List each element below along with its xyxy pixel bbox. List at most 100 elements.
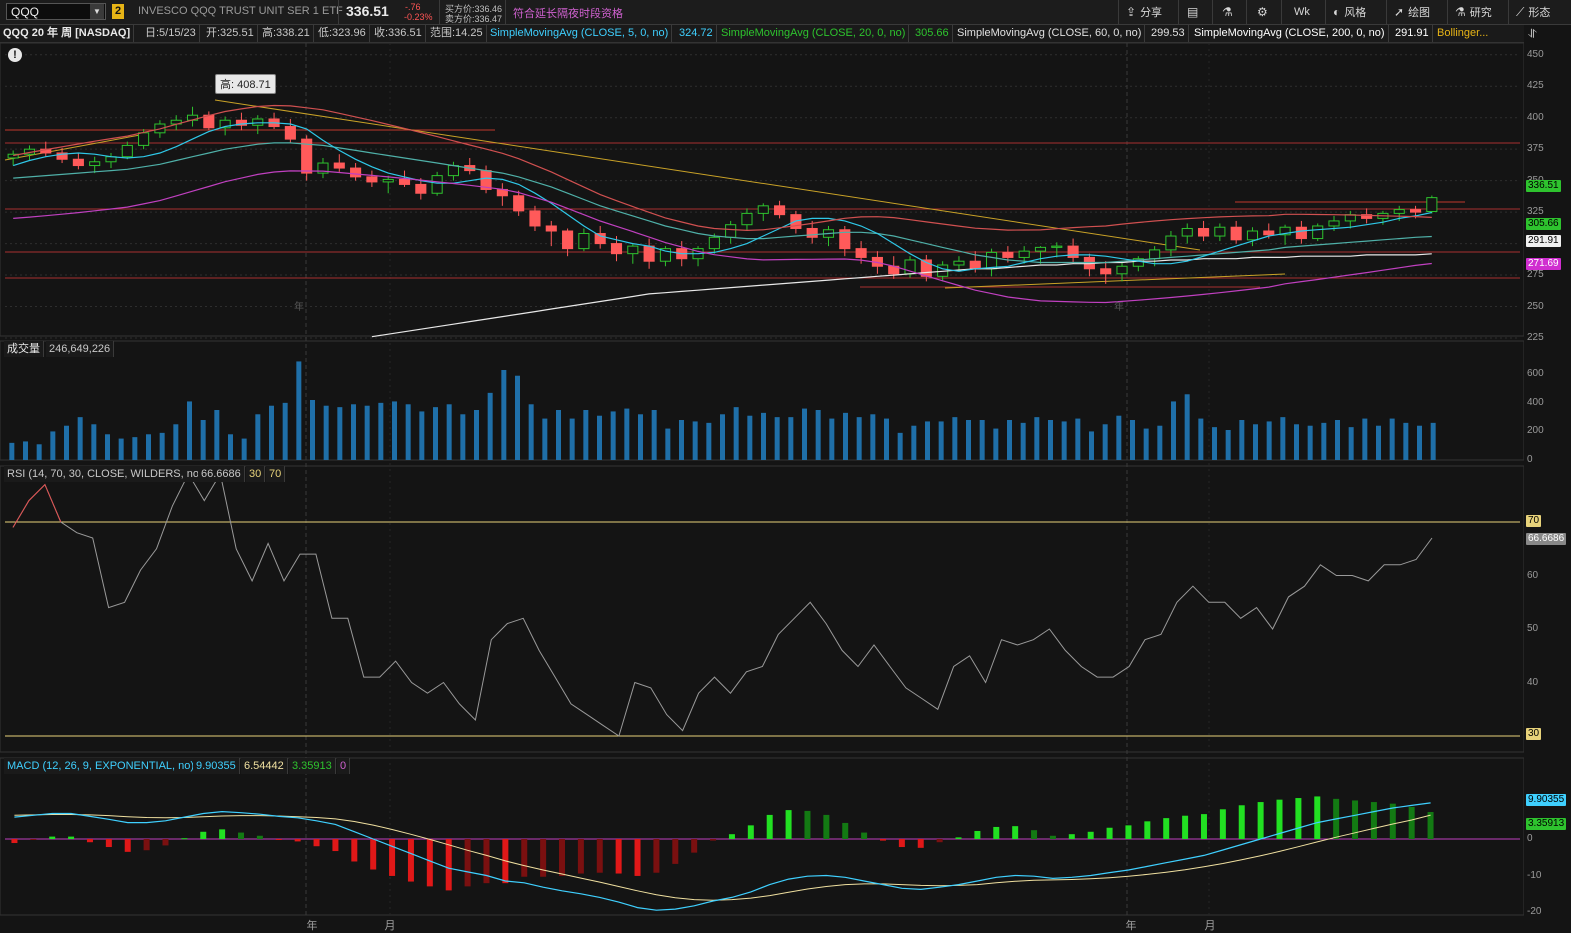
candle-body	[1361, 214, 1373, 219]
study-bollinger[interactable]: Bollinger...	[1437, 27, 1489, 39]
macd-histogram-bar	[351, 839, 358, 862]
macd-value-tag: 9.90355	[1526, 794, 1567, 806]
drawings-button[interactable]: ➚ 绘图	[1394, 3, 1430, 21]
link-group-badge[interactable]: 2	[112, 4, 124, 19]
macd-histogram-bar	[596, 839, 603, 873]
volume-bar	[1335, 420, 1340, 460]
year-marker-label: 年	[294, 300, 304, 313]
candle-body	[725, 224, 737, 238]
macd-histogram-bar	[181, 838, 188, 840]
candle-body	[610, 243, 623, 255]
price-tick-label: 225	[1527, 332, 1544, 343]
rsi-oversold: 30	[246, 466, 266, 482]
volume-bar	[528, 404, 534, 460]
candle-body	[562, 230, 574, 250]
share-button[interactable]: ⇪ 分享	[1126, 3, 1162, 21]
macd-histogram-bar	[785, 810, 792, 839]
patterns-button[interactable]: ⟋ 形态	[1516, 3, 1550, 21]
macd-tick-label: 0	[1527, 833, 1533, 844]
candle-body	[578, 233, 590, 250]
volume-bar	[665, 428, 671, 460]
volume-bar	[788, 417, 794, 460]
macd-histogram-bar	[275, 839, 282, 840]
settings-button[interactable]: ⚙	[1257, 3, 1272, 21]
candle-body	[1426, 197, 1438, 212]
study-sma5[interactable]: SimpleMovingAvg (CLOSE, 5, 0, no)	[487, 25, 673, 42]
volume-label: 成交量	[4, 341, 44, 357]
studies-button[interactable]: ⚗ 研究	[1455, 3, 1492, 21]
alert-icon[interactable]: !	[8, 48, 22, 62]
volume-bar	[187, 401, 192, 460]
macd-histogram-bar	[710, 839, 717, 841]
candle-body	[1002, 251, 1014, 258]
volume-tick-label: 600	[1527, 368, 1544, 380]
year-marker-label: 年	[1114, 300, 1124, 313]
rsi-label[interactable]: RSI (14, 70, 30, CLOSE, WILDERS, no)	[4, 466, 207, 482]
macd-histogram-bar	[238, 832, 245, 839]
macd-pane	[5, 796, 1520, 911]
rsi-tick-label: 40	[1527, 676, 1539, 688]
study-sma20[interactable]: SimpleMovingAvg (CLOSE, 20, 0, no)	[718, 25, 910, 42]
volume-bar	[1294, 424, 1299, 460]
collapse-icon[interactable]: ⥯	[1528, 27, 1537, 41]
candle-body	[855, 248, 867, 258]
macd-histogram-bar	[86, 839, 93, 843]
macd-histogram-bar	[898, 839, 905, 848]
macd-histogram-bar	[1106, 827, 1113, 839]
volume-bar	[870, 414, 876, 460]
candle-body	[72, 158, 84, 167]
volume-bar	[433, 407, 438, 460]
candle-body	[398, 178, 411, 185]
volume-bar	[446, 404, 452, 460]
candle-body	[1018, 250, 1030, 258]
price-axis[interactable]: ⥯	[1524, 25, 1571, 933]
candle-body	[594, 233, 606, 245]
candle-body	[529, 210, 541, 227]
candle-body	[7, 153, 19, 159]
volume-bar	[706, 422, 712, 460]
time-axis-label: 月	[1205, 920, 1216, 932]
style-button[interactable]: ◐ 风格	[1333, 3, 1366, 21]
candle-body	[1246, 230, 1259, 241]
symbol-dropdown-icon[interactable]: ▼	[90, 4, 104, 19]
volume-bar	[23, 441, 28, 460]
volume-bar	[200, 420, 206, 460]
candle-body	[708, 236, 720, 250]
macd-histogram-bar	[804, 810, 811, 839]
volume-bar	[897, 432, 903, 460]
extended-hours-notice[interactable]: 符合延长隔夜时段资格	[513, 8, 623, 20]
save-button[interactable]: ▤	[1187, 3, 1202, 21]
volume-bar	[993, 428, 999, 460]
beaker-icon: ⚗	[1455, 5, 1466, 19]
macd-label[interactable]: MACD (12, 26, 9, EXPONENTIAL, no)	[4, 758, 199, 774]
rsi-line	[12, 472, 1433, 737]
volume-bar	[679, 420, 684, 460]
macd-histogram-bar	[1427, 812, 1434, 839]
interval-button[interactable]: Wk	[1294, 6, 1310, 18]
macd-histogram-bar	[917, 839, 924, 848]
volume-bar	[583, 410, 589, 460]
macd-histogram-bar	[1370, 802, 1377, 839]
volume-bar	[1321, 422, 1327, 460]
volume-bar	[597, 415, 602, 460]
macd-histogram-bar	[1314, 796, 1321, 839]
net-change: -.76	[405, 2, 421, 12]
divider	[1325, 0, 1326, 24]
volume-bar	[282, 402, 288, 460]
flask-button[interactable]: ⚗	[1222, 3, 1237, 21]
macd-histogram-bar	[879, 839, 886, 841]
rsi-overbought: 70	[266, 466, 286, 482]
percent-change: -0.23%	[404, 12, 433, 22]
bollinger-upper-line	[13, 104, 1432, 232]
macd-histogram-bar	[861, 832, 868, 839]
symbol-input[interactable]: QQQ	[6, 3, 106, 20]
study-sma60[interactable]: SimpleMovingAvg (CLOSE, 60, 0, no)	[954, 25, 1146, 42]
macd-histogram-bar	[691, 839, 698, 853]
study-sma20-value: 305.66	[912, 25, 953, 42]
volume-bar	[556, 410, 561, 460]
study-sma200[interactable]: SimpleMovingAvg (CLOSE, 200, 0, no)	[1191, 25, 1389, 42]
volume-bar	[64, 425, 69, 460]
study-sma200-value: 291.91	[1392, 25, 1433, 42]
price-tick-label: 375	[1527, 143, 1544, 155]
